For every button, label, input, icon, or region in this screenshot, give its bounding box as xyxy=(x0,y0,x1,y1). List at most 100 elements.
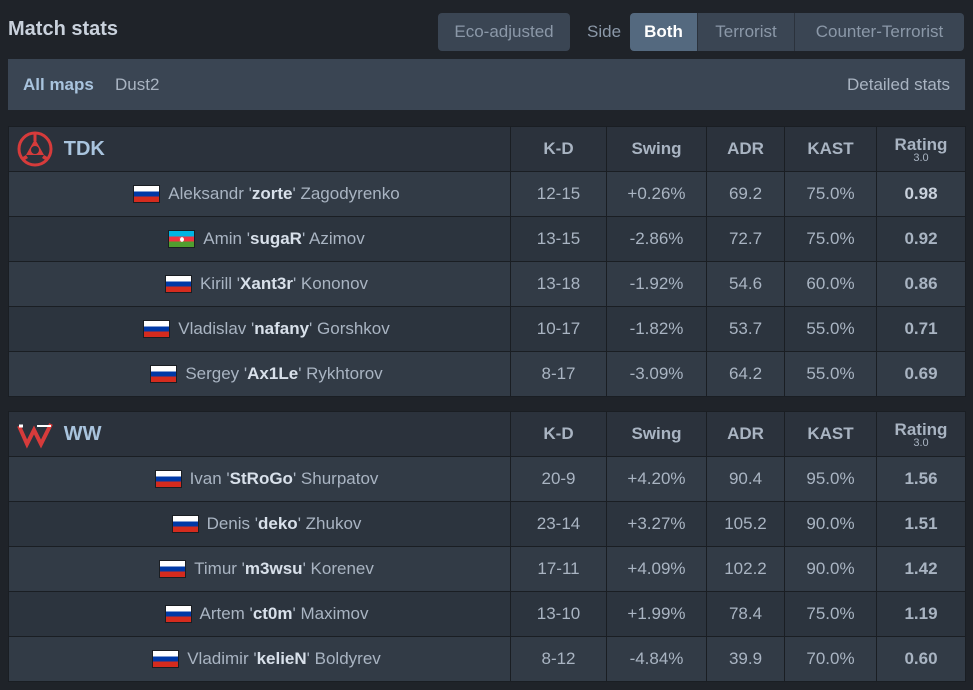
player-name-cell[interactable]: Ivan 'StRoGo' Shurpatov xyxy=(8,456,511,502)
player-name-cell[interactable]: Artem 'ct0m' Maximov xyxy=(8,591,511,637)
stat-rating: 0.92 xyxy=(876,216,966,262)
player-name-cell[interactable]: Timur 'm3wsu' Korenev xyxy=(8,546,511,592)
stat-adr: 105.2 xyxy=(706,501,785,547)
stat-adr: 72.7 xyxy=(706,216,785,262)
player-last-name: ' Korenev xyxy=(302,559,374,578)
stat-rating: 1.56 xyxy=(876,456,966,502)
page-title: Match stats xyxy=(8,18,119,40)
stat-rating: 0.86 xyxy=(876,261,966,307)
stat-swing: -4.84% xyxy=(606,636,707,682)
player-nickname: Xant3r xyxy=(240,274,293,293)
player-name-cell[interactable]: Denis 'deko' Zhukov xyxy=(8,501,511,547)
player-first-name: Vladislav ' xyxy=(178,319,255,338)
player-row: Aleksandr 'zorte' Zagodyrenko 12-15 +0.26%… xyxy=(8,171,966,217)
stat-kd: 8-12 xyxy=(510,636,607,682)
stat-kast: 90.0% xyxy=(784,501,877,547)
player-first-name: Aleksandr ' xyxy=(168,184,252,203)
team-stats-table-ww: WW K-D Swing ADR KAST Rating 3.0 Ivan 'S… xyxy=(8,411,966,682)
player-name-cell[interactable]: Sergey 'Ax1Le' Rykhtorov xyxy=(8,351,511,397)
player-name-cell[interactable]: Vladimir 'kelieN' Boldyrev xyxy=(8,636,511,682)
stat-kast: 75.0% xyxy=(784,216,877,262)
rating-version: 3.0 xyxy=(913,436,929,449)
flag-ru-icon xyxy=(133,184,161,203)
eco-adjusted-toggle[interactable]: Eco-adjusted xyxy=(438,13,570,51)
player-last-name: ' Zagodyrenko xyxy=(292,184,400,203)
stat-kd: 12-15 xyxy=(510,171,607,217)
rating-version: 3.0 xyxy=(913,151,929,164)
player-last-name: ' Maximov xyxy=(292,604,369,623)
stat-swing: +0.26% xyxy=(606,171,707,217)
stat-adr: 54.6 xyxy=(706,261,785,307)
column-header-kast[interactable]: KAST xyxy=(784,126,877,172)
column-header-rating[interactable]: Rating 3.0 xyxy=(876,411,966,457)
stat-swing: +1.99% xyxy=(606,591,707,637)
player-first-name: Sergey ' xyxy=(185,364,248,383)
side-option-both[interactable]: Both xyxy=(630,13,697,51)
stat-adr: 53.7 xyxy=(706,306,785,352)
player-nickname: m3wsu xyxy=(244,559,303,578)
column-header-kd[interactable]: K-D xyxy=(510,126,607,172)
tdk-logo-icon xyxy=(17,131,53,167)
player-row: Artem 'ct0m' Maximov 13-10 +1.99% 78.4 75.0%… xyxy=(8,591,966,637)
stat-swing: +4.09% xyxy=(606,546,707,592)
player-nickname: nafany xyxy=(254,319,310,338)
stat-rating: 1.42 xyxy=(876,546,966,592)
flag-ru-icon xyxy=(159,559,187,578)
stat-kast: 75.0% xyxy=(784,171,877,217)
column-header-adr[interactable]: ADR xyxy=(706,126,785,172)
stat-adr: 78.4 xyxy=(706,591,785,637)
flag-ru-icon xyxy=(154,469,182,488)
side-option-counter-terrorist[interactable]: Counter-Terrorist xyxy=(794,13,964,51)
rating-label: Rating xyxy=(894,134,948,154)
team-name[interactable]: TDK xyxy=(63,137,105,160)
player-name-cell[interactable]: Kirill 'Xant3r' Kononov xyxy=(8,261,511,307)
player-nickname: sugaR xyxy=(249,229,302,248)
team-header-tdk: TDK xyxy=(8,126,511,172)
player-row: Denis 'deko' Zhukov 23-14 +3.27% 105.2 90.0%… xyxy=(8,501,966,547)
stat-swing: -1.92% xyxy=(606,261,707,307)
flag-ru-icon xyxy=(150,364,178,383)
stat-swing: -3.09% xyxy=(606,351,707,397)
map-tab-dust2[interactable]: Dust2 xyxy=(115,75,160,94)
stat-kd: 17-11 xyxy=(510,546,607,592)
detailed-stats-link[interactable]: Detailed stats xyxy=(847,75,950,94)
team-name[interactable]: WW xyxy=(63,422,102,445)
player-name-cell[interactable]: Vladislav 'nafany' Gorshkov xyxy=(8,306,511,352)
stat-rating: 0.98 xyxy=(876,171,966,217)
stat-adr: 39.9 xyxy=(706,636,785,682)
player-row: Kirill 'Xant3r' Kononov 13-18 -1.92% 54.6 60… xyxy=(8,261,966,307)
player-row: Vladislav 'nafany' Gorshkov 10-17 -1.82% 53… xyxy=(8,306,966,352)
stat-kd: 10-17 xyxy=(510,306,607,352)
stat-rating: 1.51 xyxy=(876,501,966,547)
column-header-swing[interactable]: Swing xyxy=(606,411,707,457)
player-first-name: Kirill ' xyxy=(199,274,241,293)
side-option-terrorist[interactable]: Terrorist xyxy=(697,13,794,51)
stat-adr: 69.2 xyxy=(706,171,785,217)
stat-kast: 55.0% xyxy=(784,351,877,397)
stat-kast: 95.0% xyxy=(784,456,877,502)
stat-adr: 90.4 xyxy=(706,456,785,502)
ww-logo-icon xyxy=(17,423,53,449)
map-selector-bar: All maps Dust2 Detailed stats xyxy=(8,59,965,110)
player-row: Sergey 'Ax1Le' Rykhtorov 8-17 -3.09% 64.2 55… xyxy=(8,351,966,397)
stat-kast: 90.0% xyxy=(784,546,877,592)
stat-kd: 13-15 xyxy=(510,216,607,262)
player-last-name: ' Gorshkov xyxy=(309,319,390,338)
map-tab-all-maps[interactable]: All maps xyxy=(23,75,94,94)
player-first-name: Timur ' xyxy=(194,559,245,578)
side-selector: Both Terrorist Counter-Terrorist xyxy=(630,13,964,51)
player-name-cell[interactable]: Aleksandr 'zorte' Zagodyrenko xyxy=(8,171,511,217)
stat-kd: 20-9 xyxy=(510,456,607,502)
column-header-rating[interactable]: Rating 3.0 xyxy=(876,126,966,172)
player-row: Vladimir 'kelieN' Boldyrev 8-12 -4.84% 39.9… xyxy=(8,636,966,682)
column-header-kd[interactable]: K-D xyxy=(510,411,607,457)
column-header-swing[interactable]: Swing xyxy=(606,126,707,172)
flag-ru-icon xyxy=(164,604,192,623)
player-nickname: ct0m xyxy=(252,604,293,623)
flag-ru-icon xyxy=(171,514,199,533)
column-header-kast[interactable]: KAST xyxy=(784,411,877,457)
column-header-adr[interactable]: ADR xyxy=(706,411,785,457)
match-stats-header: Match stats Eco-adjusted Side Both Terro… xyxy=(0,0,973,58)
stat-rating: 0.69 xyxy=(876,351,966,397)
player-name-cell[interactable]: Amin 'sugaR' Azimov xyxy=(8,216,511,262)
